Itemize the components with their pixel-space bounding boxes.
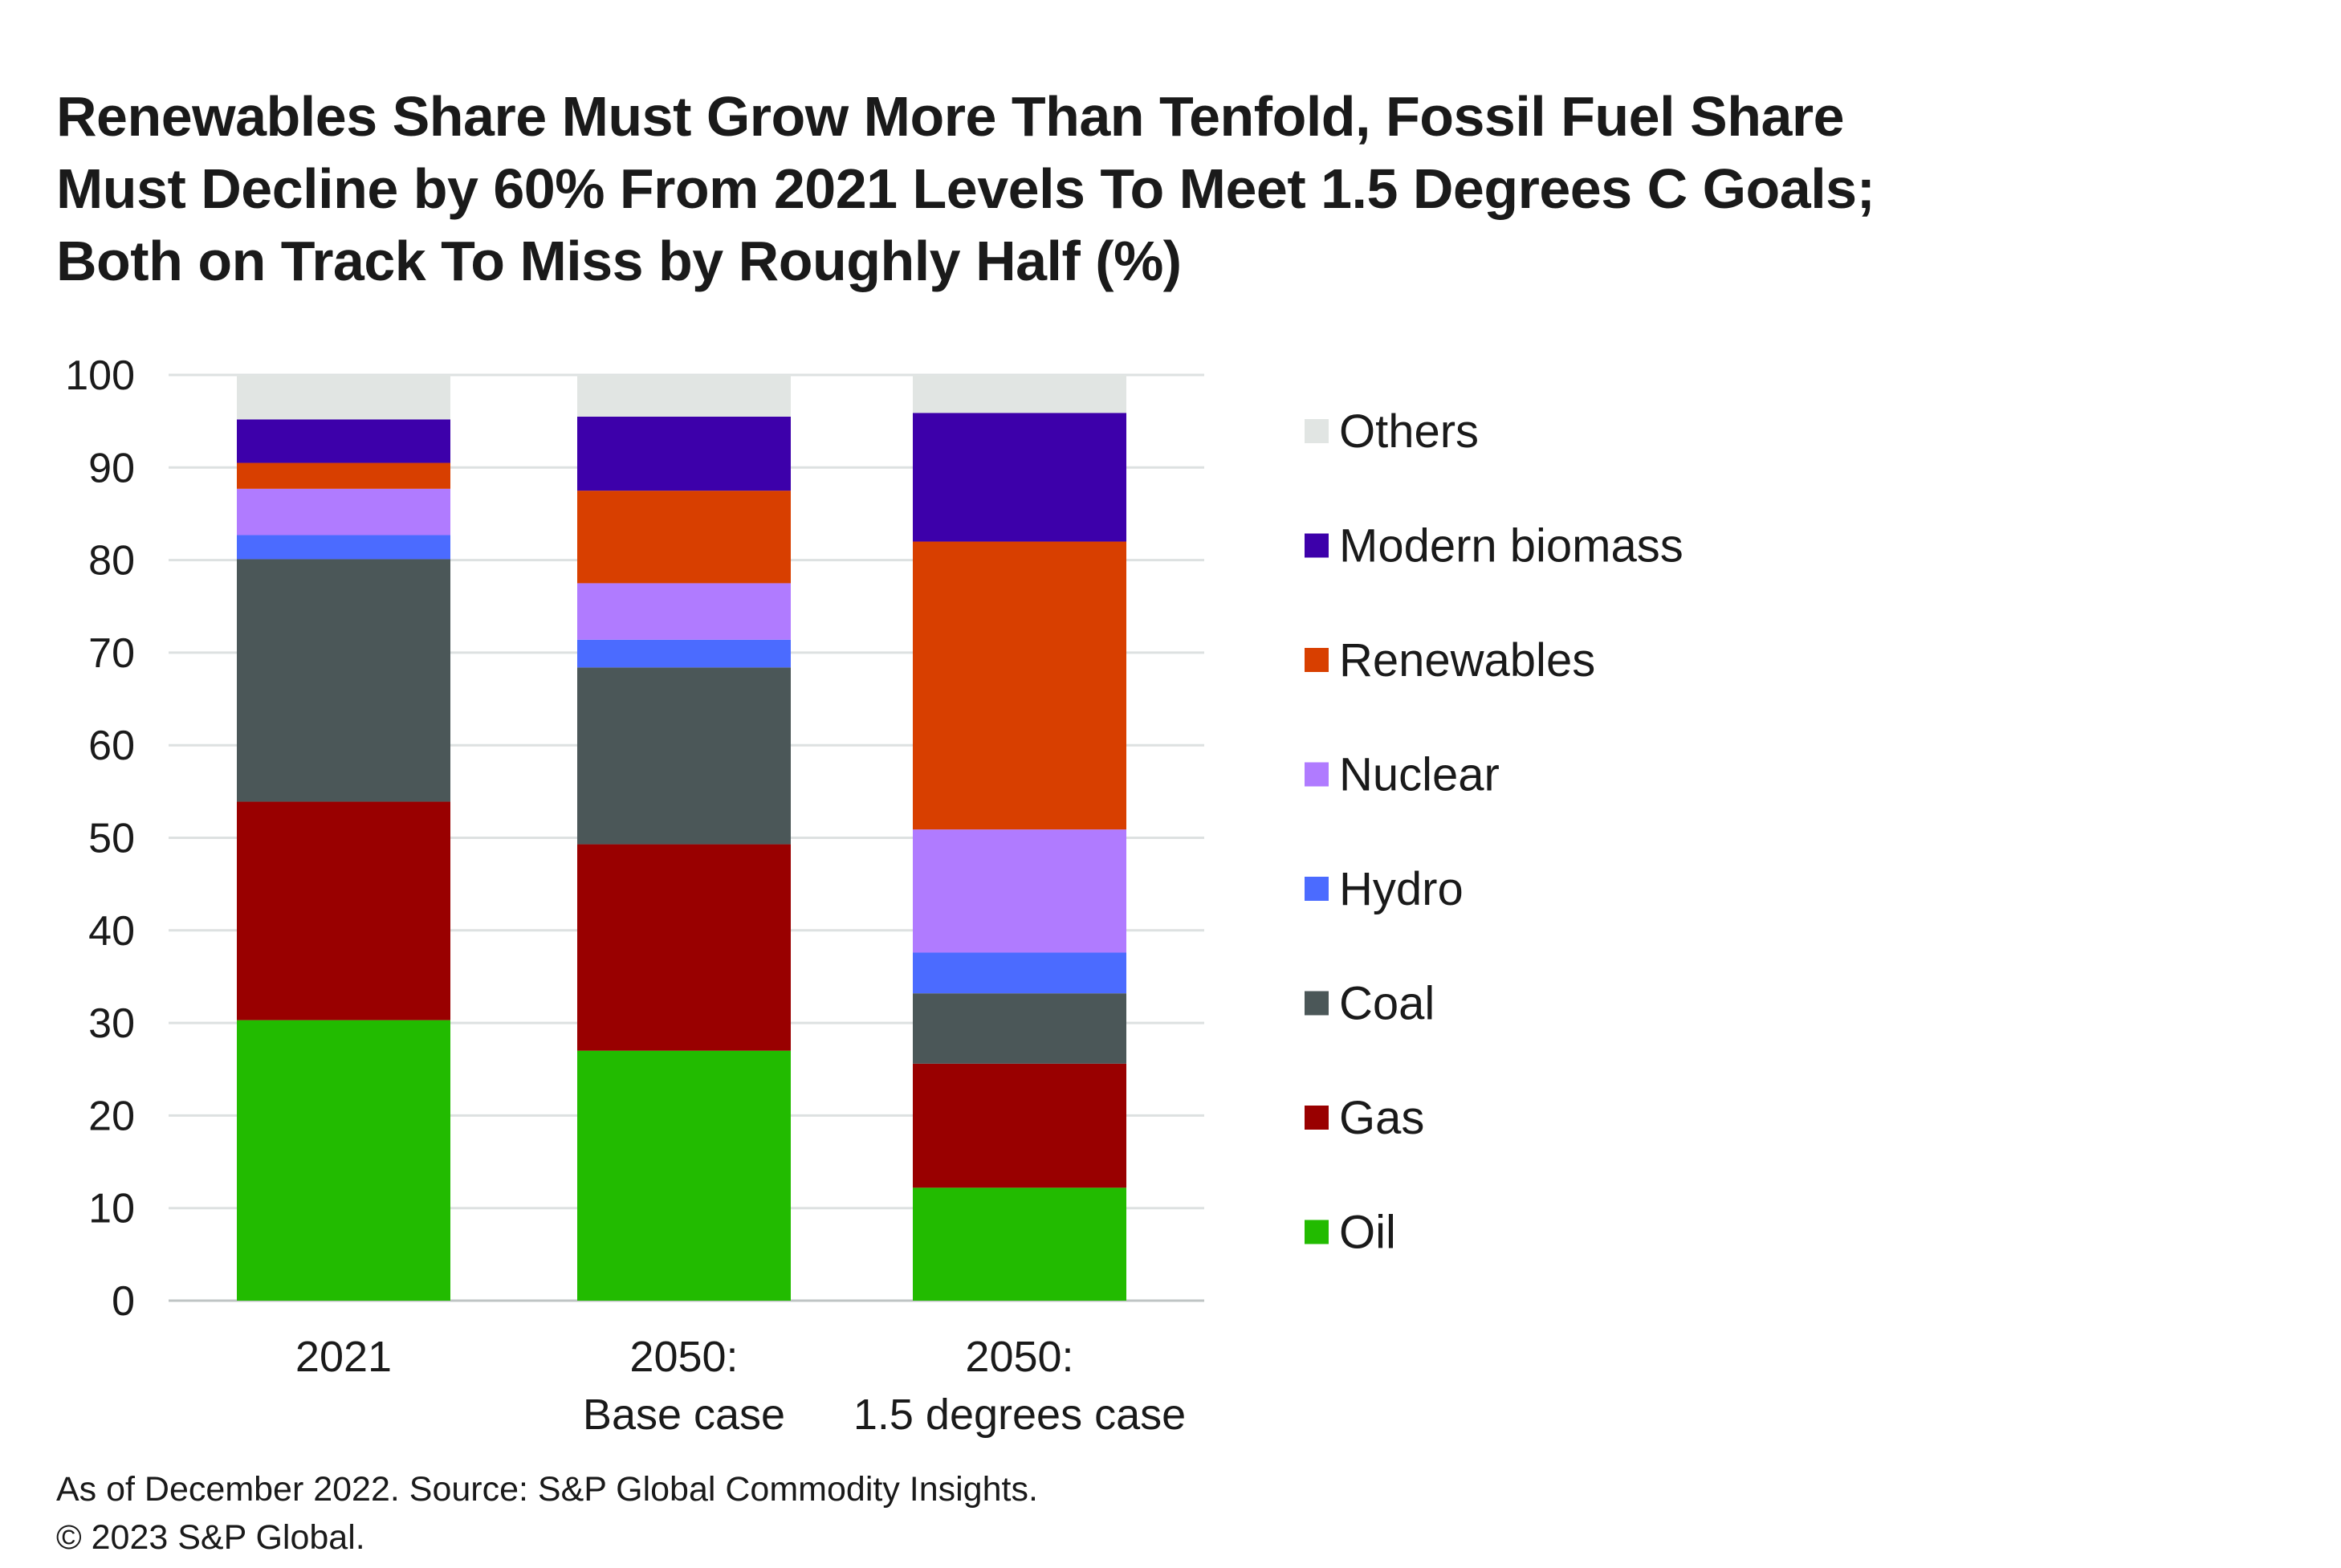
y-tick-label: 50 xyxy=(88,816,135,862)
title-line-1: Renewables Share Must Grow More Than Ten… xyxy=(56,85,1845,148)
bar-segment-others xyxy=(913,375,1126,413)
legend-label-renewables: Renewables xyxy=(1339,634,1595,686)
y-tick-label: 0 xyxy=(112,1278,135,1325)
bar-segment-renewables xyxy=(237,462,450,489)
y-tick-label: 10 xyxy=(88,1186,135,1232)
legend-swatch-oil xyxy=(1305,1220,1329,1244)
bar-segment-gas xyxy=(913,1063,1126,1188)
bar-segment-oil xyxy=(913,1187,1126,1301)
footer: As of December 2022. Source: S&P Global … xyxy=(56,1465,1038,1562)
bar-segment-hydro xyxy=(913,952,1126,994)
bar-segment-modern-biomass xyxy=(237,419,450,463)
bar-segment-gas xyxy=(577,844,791,1051)
bar-segment-hydro xyxy=(577,639,791,668)
legend-swatch-modern-biomass xyxy=(1305,533,1329,558)
bars xyxy=(237,375,1126,1301)
legend-swatch-gas xyxy=(1305,1106,1329,1130)
x-category-label: 2050: xyxy=(965,1333,1073,1381)
copyright-note: © 2023 S&P Global. xyxy=(56,1518,365,1557)
bar-segment-coal xyxy=(577,667,791,845)
bar-segment-others xyxy=(577,375,791,417)
legend-swatch-nuclear xyxy=(1305,762,1329,787)
bar-segment-renewables xyxy=(913,541,1126,830)
bar-segment-coal xyxy=(913,993,1126,1064)
legend-label-oil: Oil xyxy=(1339,1207,1396,1259)
y-tick-label: 100 xyxy=(65,352,135,399)
title-line-2: Must Decline by 60% From 2021 Levels To … xyxy=(56,157,1875,220)
title-line-3: Both on Track To Miss by Roughly Half (%… xyxy=(56,230,1182,292)
x-category-label: 2050: xyxy=(629,1333,738,1381)
bar-segment-oil xyxy=(237,1020,450,1301)
legend-swatch-others xyxy=(1305,419,1329,443)
y-axis-ticks: 0 10 20 30 40 50 60 70 80 90 100 xyxy=(65,352,135,1325)
legend-label-hydro: Hydro xyxy=(1339,863,1464,915)
x-category-label: 2021 xyxy=(295,1333,392,1381)
bar-segment-gas xyxy=(237,801,450,1020)
legend: Others Modern biomass Renewables Nuclear Hyd… xyxy=(1305,405,1683,1259)
y-tick-label: 20 xyxy=(88,1093,135,1139)
bar-segment-renewables xyxy=(577,491,791,584)
legend-label-modern-biomass: Modern biomass xyxy=(1339,520,1683,572)
legend-swatch-coal xyxy=(1305,991,1329,1016)
legend-label-nuclear: Nuclear xyxy=(1339,749,1500,801)
x-axis-labels: 2021 2050: Base case 2050: 1.5 degrees case xyxy=(295,1333,1186,1439)
y-tick-label: 40 xyxy=(88,908,135,955)
y-tick-label: 30 xyxy=(88,1000,135,1047)
legend-swatch-hydro xyxy=(1305,877,1329,901)
source-note: As of December 2022. Source: S&P Global … xyxy=(56,1470,1038,1509)
bar-segment-coal xyxy=(237,559,450,802)
bar-segment-nuclear xyxy=(237,488,450,536)
bar-segment-nuclear xyxy=(577,583,791,640)
x-category-label: 1.5 degrees case xyxy=(853,1391,1186,1439)
y-tick-label: 70 xyxy=(88,630,135,677)
bar-segment-nuclear xyxy=(913,829,1126,953)
bar-segment-modern-biomass xyxy=(913,413,1126,542)
chart-title: Renewables Share Must Grow More Than Ten… xyxy=(56,80,2224,297)
legend-label-gas: Gas xyxy=(1339,1092,1424,1144)
y-tick-label: 80 xyxy=(88,538,135,584)
x-category-label: Base case xyxy=(583,1391,785,1439)
legend-label-others: Others xyxy=(1339,405,1479,458)
bar-segment-others xyxy=(237,375,450,420)
bar-segment-hydro xyxy=(237,535,450,560)
bar-segment-modern-biomass xyxy=(577,416,791,491)
y-tick-label: 60 xyxy=(88,723,135,769)
legend-label-coal: Coal xyxy=(1339,978,1435,1030)
y-tick-label: 90 xyxy=(88,445,135,491)
bar-segment-oil xyxy=(577,1050,791,1301)
legend-swatch-renewables xyxy=(1305,648,1329,672)
